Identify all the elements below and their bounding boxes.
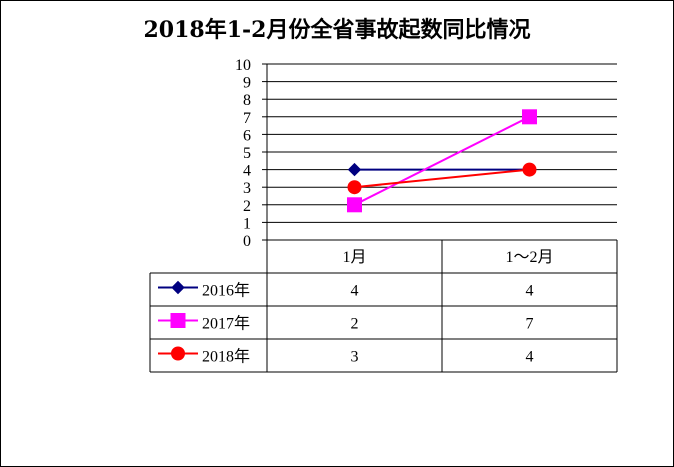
y-tick-label: 4 xyxy=(243,163,251,180)
data-point xyxy=(522,162,537,177)
series-line xyxy=(354,115,530,206)
y-tick-label: 0 xyxy=(243,233,251,250)
y-tick-label: 6 xyxy=(243,127,251,144)
legend-label: 2018年 xyxy=(202,348,250,366)
y-tick-label: 10 xyxy=(235,57,251,74)
table-value: 2 xyxy=(351,316,359,333)
table-value: 7 xyxy=(526,316,534,333)
series-line xyxy=(354,168,530,189)
category-label: 1～2月 xyxy=(505,249,553,266)
y-tick-label: 8 xyxy=(243,92,251,109)
table-value: 4 xyxy=(526,349,534,366)
data-point xyxy=(347,197,362,213)
series-lines xyxy=(347,109,537,213)
data-table: 1月 1～2月 2016年 4 4 2017年 2 7 2018年 3 4 xyxy=(149,240,618,373)
chart-title: 2018年1-2月份全省事故起数同比情况 xyxy=(143,17,531,43)
data-point xyxy=(347,180,362,195)
gridlines xyxy=(267,63,617,241)
data-point xyxy=(347,162,362,177)
legend-key-marker xyxy=(170,313,186,328)
table-value: 3 xyxy=(351,349,359,366)
legend-key-marker xyxy=(171,346,185,361)
y-tick-label: 3 xyxy=(243,180,251,197)
legend-label: 2017年 xyxy=(202,315,250,333)
y-tick-label: 1 xyxy=(243,215,251,232)
legend-key-marker xyxy=(171,280,185,295)
y-tick-label: 5 xyxy=(243,145,251,162)
y-tick-label: 9 xyxy=(243,75,251,92)
legend-label: 2016年 xyxy=(202,282,250,300)
y-tick-label: 7 xyxy=(243,110,251,127)
table-value: 4 xyxy=(526,283,534,300)
table-value: 4 xyxy=(351,283,359,300)
data-point xyxy=(522,109,537,125)
y-tick-label: 2 xyxy=(243,198,251,215)
category-label: 1月 xyxy=(342,249,366,266)
